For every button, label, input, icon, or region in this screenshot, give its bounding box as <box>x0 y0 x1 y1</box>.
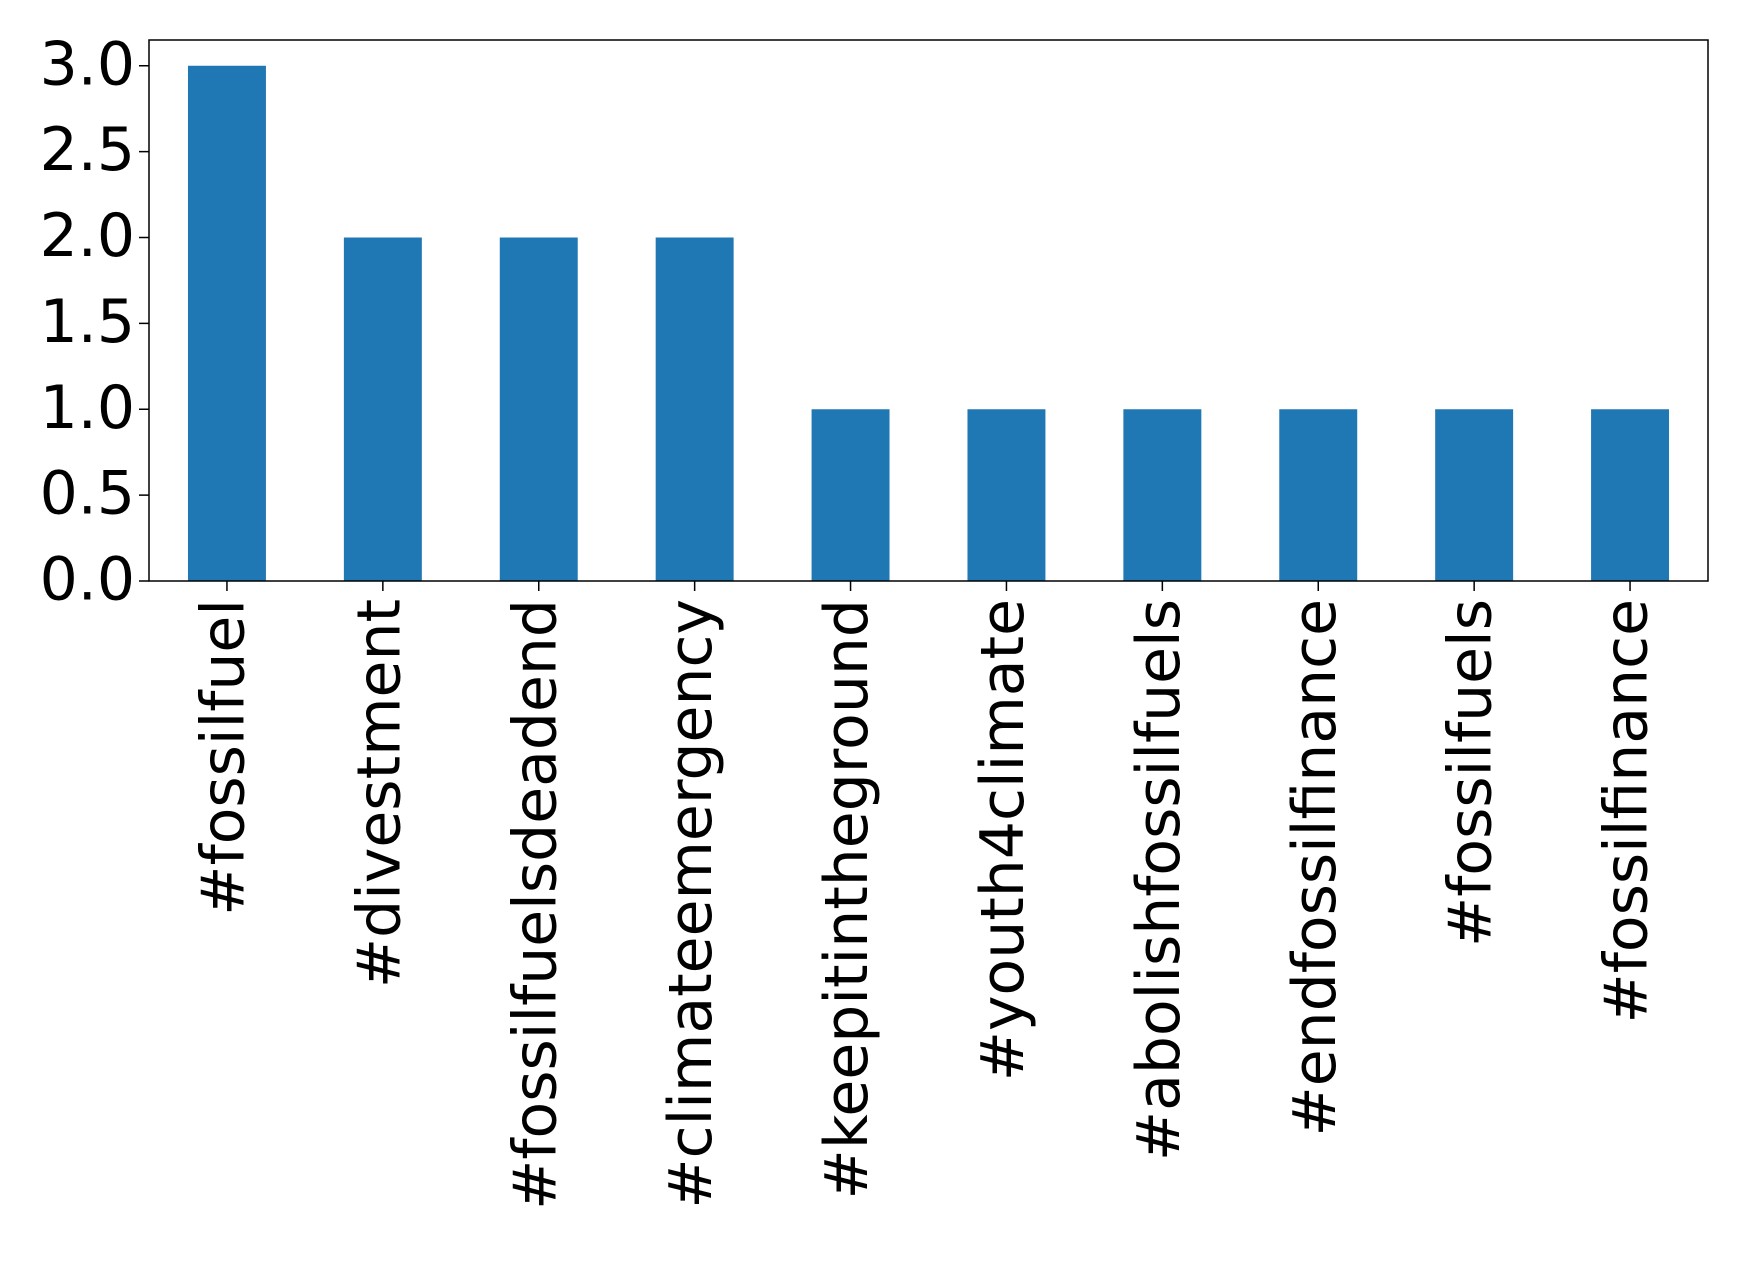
bar <box>499 237 578 581</box>
x-tick-label: #climateemergency <box>656 599 726 1209</box>
x-tick-label: #fossilfuelsdeadend <box>500 599 570 1210</box>
x-tick-label: #fossilfuels <box>1436 599 1506 947</box>
y-tick-label: 2.0 <box>40 201 135 271</box>
bar <box>1123 409 1202 581</box>
x-tick-label: #divestment <box>344 599 414 988</box>
y-tick-label: 0.5 <box>40 459 135 529</box>
bar <box>655 237 734 581</box>
bar <box>343 237 422 581</box>
bar <box>1279 409 1358 581</box>
y-tick-label: 0.0 <box>40 545 135 615</box>
x-tick-label: #youth4climate <box>968 599 1038 1081</box>
bar <box>1591 409 1670 581</box>
x-tick-label: #endfossilfinance <box>1280 599 1350 1137</box>
plot-frame <box>148 39 1709 582</box>
x-tick-label: #abolishfossilfuels <box>1124 599 1194 1161</box>
bar <box>1435 409 1514 581</box>
x-tick-label: #fossilfuel <box>189 599 259 916</box>
bar <box>967 409 1046 581</box>
x-tick-label: #keepitintheground <box>812 599 882 1199</box>
y-tick-label: 3.0 <box>40 29 135 99</box>
bar <box>811 409 890 581</box>
bar <box>187 65 266 581</box>
y-tick-label: 2.5 <box>40 115 135 185</box>
x-tick-label: #fossilfinance <box>1592 599 1662 1023</box>
y-tick-label: 1.5 <box>40 287 135 357</box>
y-tick-label: 1.0 <box>40 373 135 443</box>
